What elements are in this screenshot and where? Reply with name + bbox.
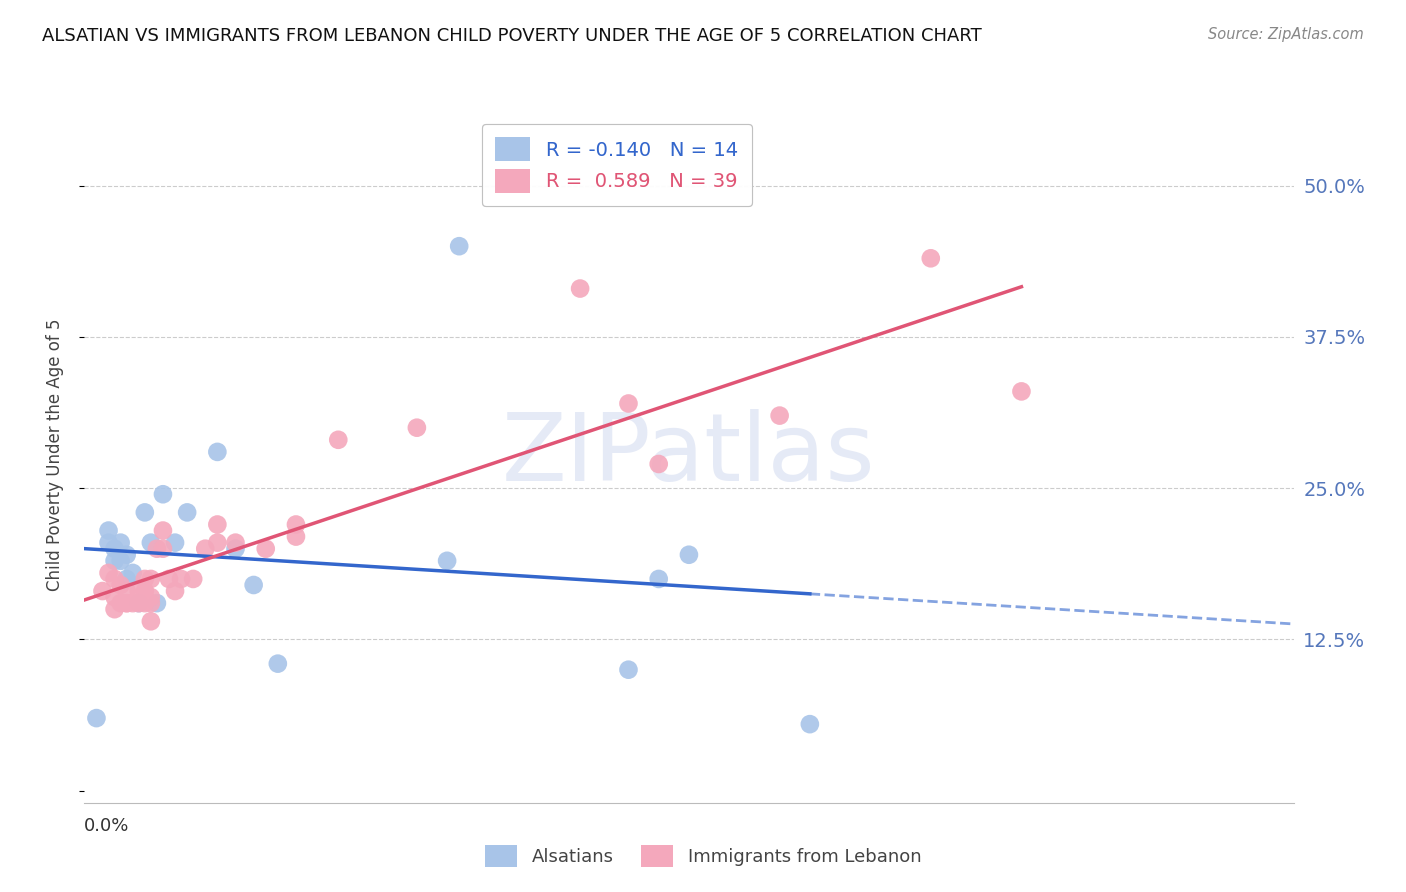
- Point: [799, 717, 821, 731]
- Point: [328, 433, 350, 447]
- Point: [128, 596, 150, 610]
- Point: [1011, 384, 1033, 399]
- Point: [121, 596, 143, 610]
- Point: [449, 239, 471, 253]
- Point: [104, 572, 127, 586]
- Point: [225, 535, 247, 549]
- Point: [648, 572, 671, 586]
- Point: [146, 596, 169, 610]
- Point: [207, 445, 229, 459]
- Point: [104, 554, 127, 568]
- Point: [920, 252, 942, 266]
- Point: [152, 524, 174, 538]
- Text: ZIPatlas: ZIPatlas: [502, 409, 876, 501]
- Point: [176, 505, 198, 519]
- Legend: Alsatians, Immigrants from Lebanon: Alsatians, Immigrants from Lebanon: [478, 838, 928, 874]
- Point: [617, 396, 640, 410]
- Point: [436, 554, 458, 568]
- Point: [115, 596, 138, 610]
- Point: [569, 281, 592, 295]
- Point: [110, 596, 132, 610]
- Point: [769, 409, 792, 423]
- Point: [207, 517, 229, 532]
- Point: [139, 572, 162, 586]
- Point: [110, 578, 132, 592]
- Point: [86, 711, 108, 725]
- Point: [134, 584, 156, 599]
- Point: [110, 554, 132, 568]
- Point: [110, 535, 132, 549]
- Point: [139, 615, 162, 629]
- Point: [97, 524, 120, 538]
- Point: [134, 596, 156, 610]
- Point: [157, 572, 180, 586]
- Point: [165, 535, 187, 549]
- Point: [267, 657, 290, 671]
- Point: [97, 566, 120, 580]
- Point: [139, 596, 162, 610]
- Point: [648, 457, 671, 471]
- Point: [406, 420, 429, 434]
- Point: [104, 602, 127, 616]
- Point: [181, 572, 204, 586]
- Point: [97, 535, 120, 549]
- Point: [134, 590, 156, 604]
- Text: Source: ZipAtlas.com: Source: ZipAtlas.com: [1208, 27, 1364, 42]
- Point: [134, 505, 156, 519]
- Point: [134, 572, 156, 586]
- Point: [207, 535, 229, 549]
- Point: [225, 541, 247, 556]
- Point: [678, 548, 700, 562]
- Point: [115, 572, 138, 586]
- Point: [104, 590, 127, 604]
- Text: ALSATIAN VS IMMIGRANTS FROM LEBANON CHILD POVERTY UNDER THE AGE OF 5 CORRELATION: ALSATIAN VS IMMIGRANTS FROM LEBANON CHIL…: [42, 27, 981, 45]
- Y-axis label: Child Poverty Under the Age of 5: Child Poverty Under the Age of 5: [45, 318, 63, 591]
- Point: [254, 541, 277, 556]
- Point: [128, 584, 150, 599]
- Point: [165, 584, 187, 599]
- Point: [115, 584, 138, 599]
- Point: [121, 566, 143, 580]
- Point: [152, 487, 174, 501]
- Legend: R = -0.140   N = 14, R =  0.589   N = 39: R = -0.140 N = 14, R = 0.589 N = 39: [482, 124, 752, 206]
- Point: [194, 541, 217, 556]
- Point: [115, 596, 138, 610]
- Point: [104, 541, 127, 556]
- Point: [91, 584, 114, 599]
- Point: [152, 541, 174, 556]
- Point: [115, 548, 138, 562]
- Point: [617, 663, 640, 677]
- Point: [170, 572, 193, 586]
- Point: [285, 517, 308, 532]
- Text: 0.0%: 0.0%: [84, 817, 129, 835]
- Point: [242, 578, 264, 592]
- Point: [146, 541, 169, 556]
- Point: [285, 530, 308, 544]
- Point: [139, 535, 162, 549]
- Point: [128, 596, 150, 610]
- Point: [139, 590, 162, 604]
